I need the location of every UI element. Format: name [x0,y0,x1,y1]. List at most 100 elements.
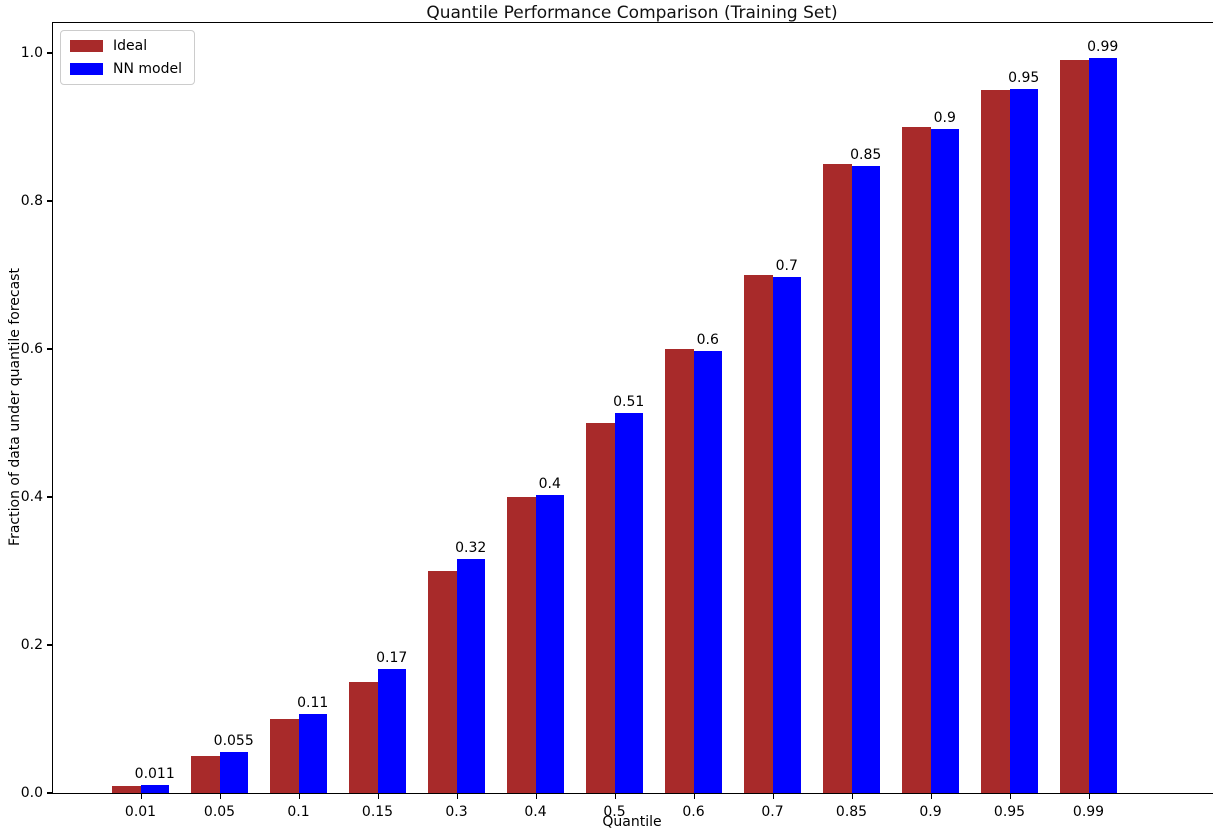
x-tick-mark [298,794,300,799]
bar-group: 0.9 0.9 [891,23,970,820]
bar-nn-model [219,752,249,793]
bar-ideal [743,275,773,793]
bars-container: 0.011 0.01 0.055 0.05 0.11 0.1 0.17 0.15 0.32 0.3… [53,23,1213,820]
y-tick-label: 0.0 [20,785,43,801]
bar-value-label: 0.11 [297,694,329,711]
bar-pair [980,89,1039,793]
bar-ideal [980,90,1010,793]
x-tick-label: 0.1 [287,804,310,820]
bar-ideal [506,497,536,793]
x-tick-label: 0.95 [993,804,1026,820]
bar-pair [506,494,565,793]
bar-value-label: 0.99 [1087,39,1119,56]
x-axis-label: Quantile [602,814,662,830]
x-tick-mark [930,794,932,799]
x-tick-label: 0.7 [761,804,784,820]
bar-ideal [427,571,457,793]
legend-label: NN model [113,61,182,77]
bar-value-label: 0.32 [455,540,487,557]
bar-nn-model [614,412,644,793]
bar-pair [901,127,960,793]
y-tick-mark [47,644,52,646]
x-tick-label: 0.85 [835,804,868,820]
x-tick-label: 0.3 [445,804,468,820]
x-tick-label: 0.99 [1072,804,1105,820]
bar-nn-model [535,494,565,793]
bar-group: 0.51 0.5 [575,23,654,820]
x-tick-mark [140,794,142,799]
bar-ideal [664,349,694,793]
legend-item: NN model [70,61,182,77]
bar-nn-model [1009,89,1039,793]
legend-swatch-ideal [70,40,103,52]
x-tick-mark [456,794,458,799]
bar-nn-model [693,351,723,793]
bar-nn-model [1088,58,1118,793]
bar-value-label: 0.055 [213,733,254,750]
bar-ideal [190,756,220,793]
bar-pair [348,668,407,793]
x-tick-label: 0.01 [124,804,157,820]
bar-group: 0.7 0.7 [733,23,812,820]
bar-pair [111,784,170,793]
x-tick-mark [219,794,221,799]
x-tick-label: 0.15 [361,804,394,820]
legend: Ideal NN model [60,30,195,85]
bar-value-label: 0.7 [775,257,798,274]
bar-pair [427,559,486,793]
bar-group: 0.95 0.95 [970,23,1049,820]
y-tick-mark [47,200,52,202]
bar-ideal [269,719,299,793]
bar-group: 0.4 0.4 [496,23,575,820]
y-tick-label: 0.2 [20,637,43,653]
x-tick-mark [772,794,774,799]
bar-group: 0.32 0.3 [417,23,496,820]
y-tick-mark [47,496,52,498]
bar-group: 0.055 0.05 [180,23,259,820]
x-tick-label: 0.6 [682,804,705,820]
bar-nn-model [930,129,960,793]
bar-value-label: 0.9 [933,110,956,127]
bar-ideal [822,164,852,793]
y-tick-mark [47,792,52,794]
bar-value-label: 0.4 [538,475,561,492]
y-tick-label: 0.8 [20,193,43,209]
y-tick-mark [47,52,52,54]
bar-nn-model [851,166,881,793]
x-tick-mark [1009,794,1011,799]
bar-pair [585,412,644,793]
bar-ideal [1059,60,1089,793]
bar-nn-model [456,559,486,793]
bar-nn-model [140,784,170,793]
y-tick-label: 1.0 [20,45,43,61]
bar-group: 0.6 0.6 [654,23,733,820]
x-tick-mark [1088,794,1090,799]
bar-pair [1059,58,1118,793]
x-tick-label: 0.4 [524,804,547,820]
legend-item: Ideal [70,38,182,54]
x-tick-mark [851,794,853,799]
x-tick-label: 0.5 [603,804,626,820]
x-tick-label: 0.9 [919,804,942,820]
y-tick-label: 0.4 [20,489,43,505]
bar-nn-model [377,668,407,793]
bar-pair [190,752,249,793]
bar-value-label: 0.51 [613,393,645,410]
bar-group: 0.85 0.85 [812,23,891,820]
bar-group: 0.99 0.99 [1049,23,1128,820]
chart-title: Quantile Performance Comparison (Trainin… [426,3,838,23]
y-tick-label: 0.6 [20,341,43,357]
y-tick-mark [47,348,52,350]
bar-ideal [111,785,141,793]
bar-value-label: 0.6 [696,332,719,349]
x-tick-mark [535,794,537,799]
bar-value-label: 0.95 [1008,70,1040,87]
bar-nn-model [772,276,802,793]
bar-nn-model [298,713,328,793]
x-tick-mark [614,794,616,799]
x-tick-label: 0.05 [203,804,236,820]
bar-value-label: 0.17 [376,649,408,666]
bar-value-label: 0.011 [134,765,175,782]
bar-group: 0.11 0.1 [259,23,338,820]
bar-pair [743,275,802,793]
